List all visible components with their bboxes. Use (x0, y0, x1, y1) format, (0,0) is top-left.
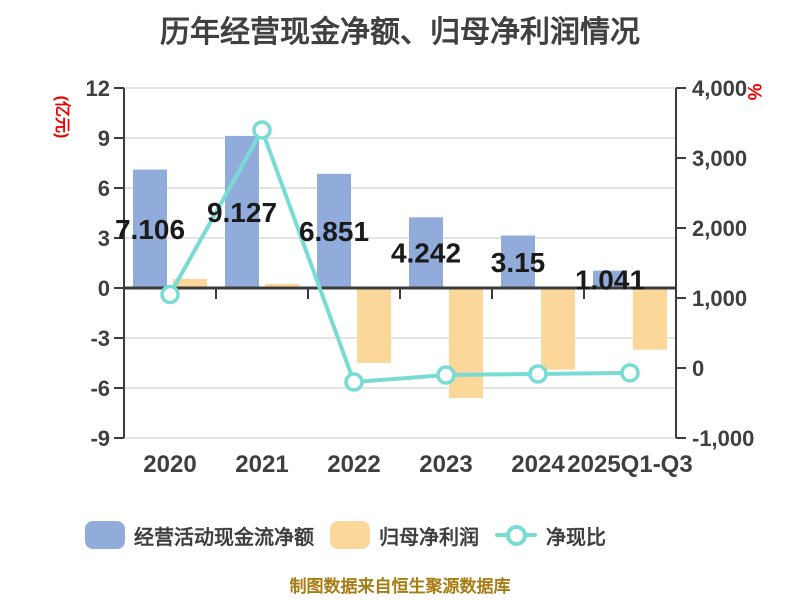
line-marker (620, 363, 640, 383)
chart-title: 历年经营现金净额、归母净利润情况 (160, 16, 640, 49)
legend-label-operating-cash-flow: 经营活动现金流净额 (134, 526, 314, 549)
bar-net-profit (357, 288, 391, 363)
left-axis-tick-label: 6 (98, 176, 110, 201)
net-cash-ratio-line (168, 128, 632, 384)
bar-value-label: 6.851 (299, 216, 369, 247)
legend-swatch-blue-bar (85, 521, 125, 549)
bar-net-profit (449, 288, 483, 398)
bar-value-label: 7.106 (115, 214, 185, 245)
left-axis-tick-label: -9 (90, 426, 110, 451)
line-marker (436, 365, 456, 385)
left-axis-tick-label: 9 (98, 126, 110, 151)
line-marker (344, 372, 364, 392)
bar-operating-cash-flow (501, 235, 535, 288)
bar-operating-cash-flow (225, 135, 259, 288)
bar-net-profit (633, 288, 667, 350)
source-note: 制图数据来自恒生聚源数据库 (289, 577, 511, 596)
x-axis-category-label: 2025Q1-Q3 (567, 451, 692, 478)
legend-line-marker-icon (495, 523, 537, 547)
right-axis-tick-label: 1,000 (692, 286, 747, 311)
left-axis-tick-label: -3 (90, 326, 110, 351)
bar-net-profit (265, 283, 299, 288)
left-axis-tick-label: 3 (98, 226, 110, 251)
bar-value-label: 9.127 (207, 197, 277, 228)
line-marker (160, 284, 180, 305)
bar-net-profit (541, 288, 575, 370)
legend: 经营活动现金流净额 归母净利润 净现比 (85, 519, 606, 551)
right-axis-tick-label: 0 (692, 356, 704, 381)
line-marker (252, 120, 272, 140)
x-axis-category-label: 2024 (511, 451, 565, 478)
x-axis-category-label: 2022 (327, 451, 380, 478)
line-marker (528, 364, 548, 384)
bar-operating-cash-flow (593, 270, 627, 288)
legend-item-operating-cash-flow[interactable]: 经营活动现金流净额 (85, 521, 314, 550)
x-axis-category-label: 2020 (143, 451, 196, 478)
legend-label-net-profit: 归母净利润 (379, 526, 479, 549)
left-axis-tick-label: 0 (98, 276, 110, 301)
left-axis-tick-label: -6 (90, 376, 110, 401)
right-axis-tick-label: 4,000 (692, 76, 747, 101)
bar-value-label: 4.242 (391, 238, 461, 269)
legend-swatch-orange-bar (330, 521, 370, 549)
legend-label-net-cash-ratio: 净现比 (546, 526, 606, 549)
x-axis-category-label: 2023 (419, 451, 472, 478)
bar-value-label: 3.15 (491, 247, 546, 278)
right-axis-tick-label: 3,000 (692, 146, 747, 171)
bar-operating-cash-flow (133, 169, 167, 288)
bar-net-profit (173, 278, 207, 288)
bar-operating-cash-flow (317, 173, 351, 288)
left-axis-tick-label: 12 (86, 76, 110, 101)
x-axis-category-label: 2021 (235, 451, 288, 478)
bar-value-label: 1.041 (575, 264, 645, 295)
legend-item-net-cash-ratio[interactable]: 净现比 (495, 521, 606, 550)
bar-operating-cash-flow (409, 217, 443, 288)
right-axis-tick-label: -1,000 (692, 426, 754, 451)
right-axis-tick-label: 2,000 (692, 216, 747, 241)
legend-item-net-profit[interactable]: 归母净利润 (330, 521, 479, 550)
